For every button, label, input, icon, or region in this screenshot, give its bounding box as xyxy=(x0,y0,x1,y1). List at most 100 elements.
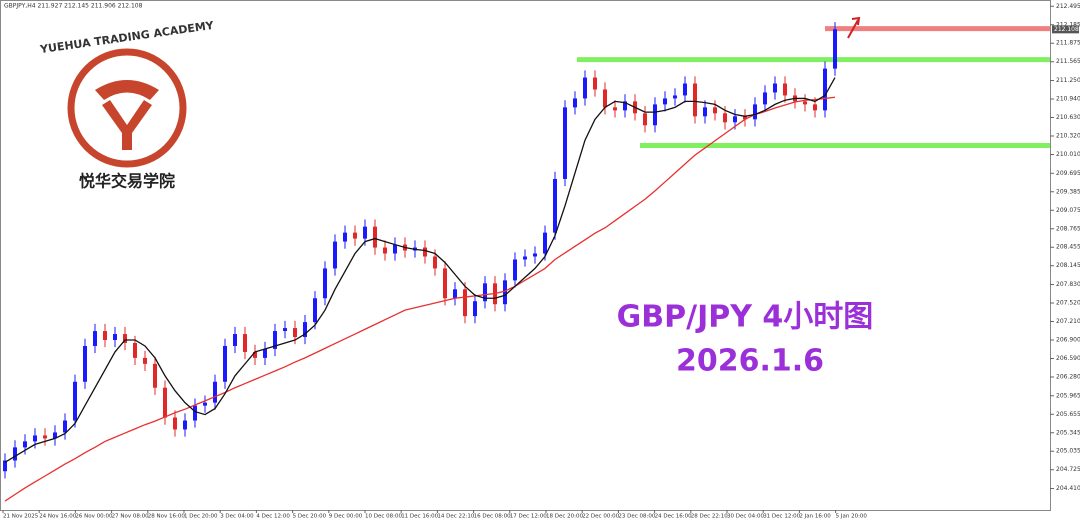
moving-average xyxy=(4,96,836,502)
candle-body xyxy=(143,357,147,364)
candle-body xyxy=(233,334,237,346)
x-tick-label: 9 Dec 00:00 xyxy=(329,514,363,520)
candle-body xyxy=(523,256,527,260)
candle-body xyxy=(563,107,567,179)
candle-body xyxy=(93,331,97,346)
annotation-date: 2026.1.6 xyxy=(676,344,824,379)
candle-body xyxy=(83,345,87,382)
candle-body xyxy=(763,92,767,105)
y-tick-label: 212.495 xyxy=(1056,3,1080,10)
candle-body xyxy=(203,402,207,406)
candle-body xyxy=(583,77,587,99)
logo-ring xyxy=(67,48,187,168)
candle-body xyxy=(803,101,807,105)
candle-body xyxy=(223,345,227,382)
y-tick-label: 207.210 xyxy=(1056,318,1080,325)
candle-body xyxy=(483,283,487,302)
candle-body xyxy=(243,334,247,352)
y-tick-label: 209.385 xyxy=(1056,188,1080,195)
candle-body xyxy=(133,342,137,358)
y-tick-label: 211.565 xyxy=(1056,58,1080,65)
candle-body xyxy=(433,256,437,269)
candle-body xyxy=(303,322,307,338)
x-tick-label: 17 Dec 12:00 xyxy=(510,514,547,520)
candle-body xyxy=(283,328,287,332)
candle-body xyxy=(773,83,777,93)
candle-body xyxy=(823,68,827,111)
annotation-title: GBP/JPY 4小时图 xyxy=(617,300,874,335)
candle-body xyxy=(453,289,457,299)
candle-body xyxy=(343,232,347,242)
x-tick-label: 23 Dec 08:00 xyxy=(618,514,655,520)
candle-body xyxy=(703,107,707,117)
y-tick-label: 206.590 xyxy=(1056,355,1080,362)
arrow xyxy=(847,16,861,39)
candle-body xyxy=(63,420,67,433)
candle-body xyxy=(33,435,37,442)
y-tick-label: 211.250 xyxy=(1056,77,1080,84)
x-tick-label: 26 Nov 00:00 xyxy=(75,514,113,520)
y-tick-label: 208.145 xyxy=(1056,262,1080,269)
y-tick-label: 210.630 xyxy=(1056,114,1080,121)
y-tick-label: 207.830 xyxy=(1056,281,1080,288)
candle-body xyxy=(713,107,717,114)
candle-body xyxy=(3,460,7,472)
x-tick-label: 14 Dec 22:10 xyxy=(437,514,474,520)
candle-body xyxy=(553,178,557,233)
candle-body xyxy=(113,334,117,340)
candle-body xyxy=(543,232,547,254)
y-tick-label: 208.765 xyxy=(1056,225,1080,232)
logo-mark xyxy=(95,80,159,150)
y-tick-label: 210.010 xyxy=(1056,151,1080,158)
y-tick-label: 206.280 xyxy=(1056,373,1080,380)
x-tick-label: 22 Dec 00:00 xyxy=(582,514,619,520)
candle-body xyxy=(333,241,337,269)
candle-body xyxy=(43,435,47,439)
x-tick-label: 10 Dec 08:00 xyxy=(365,514,402,520)
candle-body xyxy=(23,441,27,448)
x-tick-label: 24 Nov 16:00 xyxy=(39,514,77,520)
candle-body xyxy=(833,29,837,69)
candle-body xyxy=(683,83,687,96)
candle-body xyxy=(513,259,517,281)
x-tick-label: 3 Dec 04:00 xyxy=(220,514,254,520)
y-tick-label: 205.965 xyxy=(1056,392,1080,399)
x-tick-label: 2 Jan 16:00 xyxy=(799,514,831,520)
y-tick-label: 212.185 xyxy=(1056,21,1080,28)
candle-body xyxy=(293,328,297,338)
y-tick-label: 209.075 xyxy=(1056,207,1080,214)
y-tick-label: 205.655 xyxy=(1056,411,1080,418)
candle-body xyxy=(613,107,617,111)
candle-body xyxy=(253,351,257,358)
candle-body xyxy=(13,447,17,461)
candle-body xyxy=(73,381,77,421)
y-tick-label: 205.035 xyxy=(1056,448,1080,455)
logo-name-cn: 悦华交易学院 xyxy=(79,172,175,191)
candle-body xyxy=(593,77,597,90)
current-price-box xyxy=(1052,25,1079,34)
x-tick-label: 11 Dec 16:00 xyxy=(401,514,438,520)
candle-body xyxy=(813,104,817,111)
candle-body xyxy=(273,331,277,349)
candle-body xyxy=(313,298,317,323)
candle-body xyxy=(173,417,177,430)
candle-body xyxy=(353,232,357,239)
x-tick-label: 31 Dec 12:00 xyxy=(763,514,800,520)
x-tick-label: 5 Jan 20:00 xyxy=(836,514,868,520)
candle-body xyxy=(103,331,107,340)
x-tick-label: 16 Dec 08:00 xyxy=(474,514,511,520)
candle-body xyxy=(153,363,157,388)
x-tick-label: 1 Dec 20:00 xyxy=(184,514,218,520)
candle-body xyxy=(53,432,57,439)
x-tick-label: 5 Dec 20:00 xyxy=(293,514,327,520)
candle-body xyxy=(123,334,127,343)
x-tick-label: 4 Dec 12:00 xyxy=(256,514,290,520)
candle-body xyxy=(603,89,607,108)
y-tick-label: 208.455 xyxy=(1056,244,1080,251)
candle-body xyxy=(373,226,377,248)
x-tick-label: 27 Nov 08:00 xyxy=(112,514,150,520)
x-tick-label: 18 Dec 20:00 xyxy=(546,514,583,520)
x-tick-label: 28 Nov 16:00 xyxy=(148,514,186,520)
y-tick-label: 209.695 xyxy=(1056,170,1080,177)
candle-body xyxy=(673,95,677,99)
